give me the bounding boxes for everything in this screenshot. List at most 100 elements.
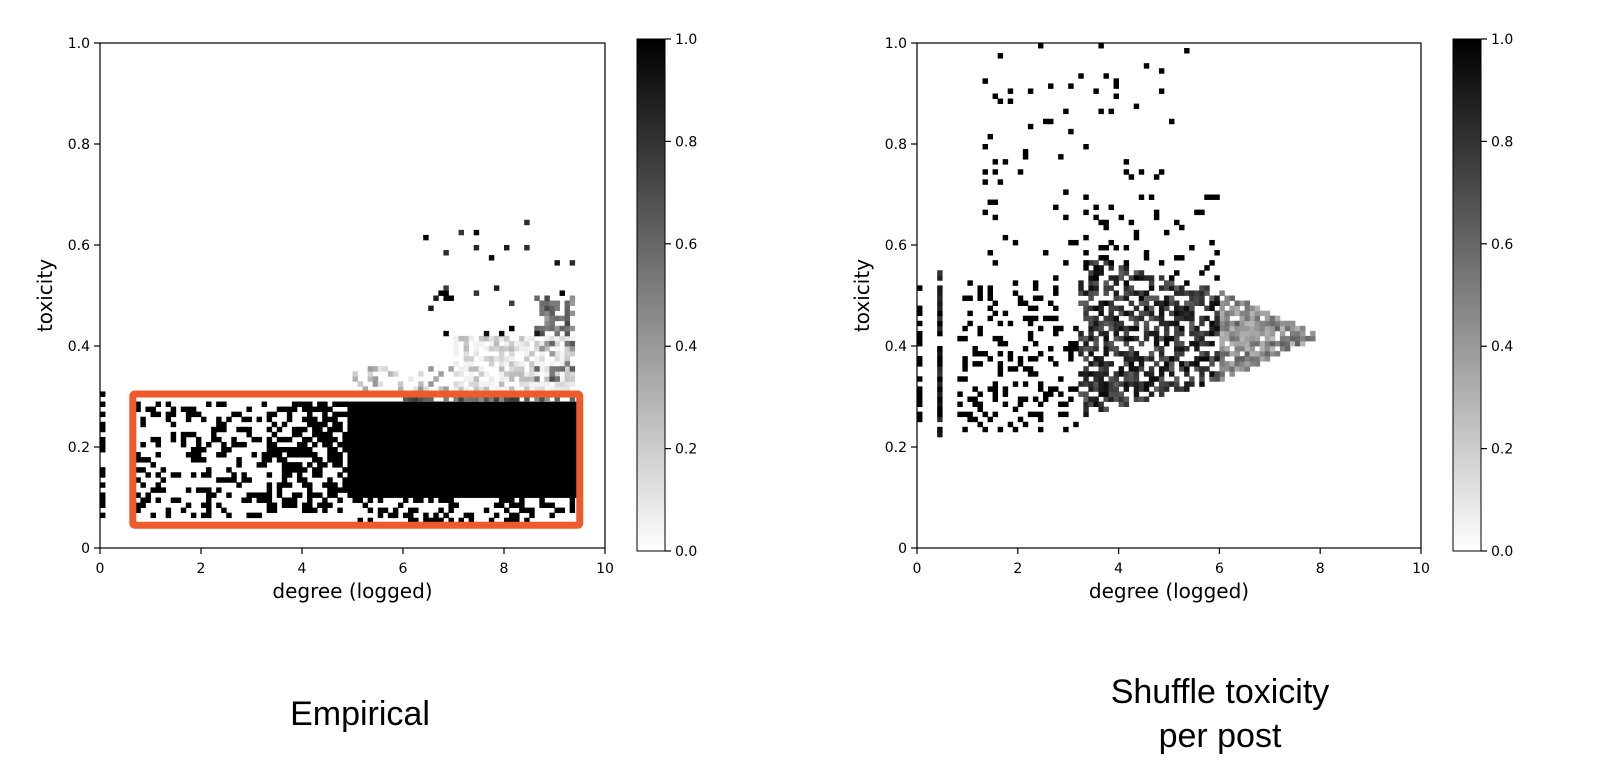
heatmap-cell xyxy=(1123,285,1130,291)
heatmap-cell xyxy=(397,487,404,493)
heatmap-cell xyxy=(1209,356,1215,362)
heatmap-cell xyxy=(1113,386,1119,392)
heatmap-cell xyxy=(534,487,540,493)
heatmap-cell xyxy=(357,487,363,493)
heatmap-cell xyxy=(1118,270,1125,276)
heatmap-cell xyxy=(1118,381,1125,387)
heatmap-cell xyxy=(357,381,363,387)
heatmap-cell xyxy=(337,441,343,448)
heatmap-cell xyxy=(377,421,384,428)
heatmap-cell xyxy=(281,477,288,483)
heatmap-cell xyxy=(276,452,283,458)
heatmap-cell xyxy=(382,406,389,413)
heatmap-cell xyxy=(1239,320,1245,327)
heatmap-cell xyxy=(1078,351,1084,357)
heatmap-cell xyxy=(1234,335,1240,342)
heatmap-cell xyxy=(408,482,414,488)
heatmap-cell xyxy=(201,447,207,453)
heatmap-cell xyxy=(483,447,490,453)
heatmap-cell xyxy=(539,325,545,332)
heatmap-cell xyxy=(387,477,394,483)
heatmap-cell xyxy=(337,401,343,407)
heatmap-cell xyxy=(362,467,369,473)
heatmap-cell xyxy=(1189,325,1195,332)
heatmap-cell xyxy=(1148,381,1155,387)
heatmap-cell xyxy=(1194,300,1200,306)
heatmap-cell xyxy=(1027,315,1034,322)
heatmap-cell xyxy=(448,431,454,438)
heatmap-cell xyxy=(549,361,555,367)
heatmap-cell xyxy=(372,487,379,493)
heatmap-cell xyxy=(1068,128,1074,135)
heatmap-cell xyxy=(387,401,394,407)
heatmap-cell xyxy=(534,401,540,407)
heatmap-cell xyxy=(1078,73,1084,79)
heatmap-cell xyxy=(1199,295,1205,301)
heatmap-cell xyxy=(488,447,495,453)
heatmap-cell xyxy=(1128,285,1135,291)
heatmap-cell xyxy=(1229,371,1235,377)
heatmap-cell xyxy=(1239,310,1245,317)
heatmap-cell xyxy=(1108,305,1114,312)
heatmap-cell xyxy=(221,426,227,433)
heatmap-cell xyxy=(478,406,485,413)
heatmap-cell xyxy=(473,452,480,458)
heatmap-cell xyxy=(281,467,288,473)
heatmap-cell xyxy=(1118,320,1125,327)
heatmap-cell xyxy=(185,406,192,413)
heatmap-cell xyxy=(1199,340,1205,347)
heatmap-cell xyxy=(296,477,303,483)
heatmap-cell xyxy=(1053,361,1059,367)
heatmap-cell xyxy=(1274,315,1281,322)
heatmap-cell xyxy=(957,335,963,342)
heatmap-cell xyxy=(534,492,540,498)
heatmap-cell xyxy=(1295,330,1301,337)
heatmap-cell xyxy=(322,431,328,438)
heatmap-cell xyxy=(372,381,379,387)
heatmap-cell xyxy=(1058,154,1064,160)
heatmap-cell xyxy=(397,492,404,498)
heatmap-cell xyxy=(261,497,268,503)
heatmap-cell xyxy=(1174,381,1180,387)
heatmap-cell xyxy=(317,457,323,463)
heatmap-cell xyxy=(1153,361,1160,367)
heatmap-cell xyxy=(377,406,384,413)
heatmap-cell xyxy=(504,401,510,407)
heatmap-cell xyxy=(493,335,500,342)
heatmap-cell xyxy=(403,497,409,503)
heatmap-cell xyxy=(992,169,999,175)
heatmap-cell xyxy=(1148,376,1155,382)
heatmap-cell xyxy=(307,411,313,418)
heatmap-cell xyxy=(564,426,571,433)
heatmap-cell xyxy=(1148,315,1155,322)
heatmap-cell xyxy=(1229,320,1235,327)
heatmap-cell xyxy=(564,381,571,387)
heatmap-cell xyxy=(539,386,545,392)
heatmap-cell xyxy=(478,371,485,377)
heatmap-cell xyxy=(428,462,434,468)
heatmap-cell xyxy=(504,447,510,453)
heatmap-cell xyxy=(423,487,429,493)
heatmap-cell xyxy=(443,512,449,519)
heatmap-cell xyxy=(423,457,429,463)
heatmap-cell xyxy=(569,431,576,438)
heatmap-cell xyxy=(937,426,943,433)
heatmap-cell xyxy=(997,320,1004,327)
heatmap-cell xyxy=(509,406,515,413)
heatmap-cell xyxy=(539,340,545,347)
heatmap-cell xyxy=(266,457,273,463)
heatmap-cell xyxy=(392,411,399,418)
heatmap-cell xyxy=(413,467,419,473)
heatmap-cell xyxy=(519,467,525,473)
heatmap-cell xyxy=(468,472,475,478)
heatmap-cell xyxy=(1269,325,1276,332)
heatmap-cell xyxy=(1143,310,1150,317)
heatmap-cell xyxy=(917,401,923,407)
heatmap-cell xyxy=(549,376,555,382)
heatmap-cell xyxy=(559,431,565,438)
heatmap-cell xyxy=(423,472,429,478)
heatmap-cell xyxy=(1274,340,1281,347)
heatmap-cell xyxy=(493,426,500,433)
heatmap-cell xyxy=(564,401,571,407)
heatmap-cell xyxy=(564,340,571,347)
